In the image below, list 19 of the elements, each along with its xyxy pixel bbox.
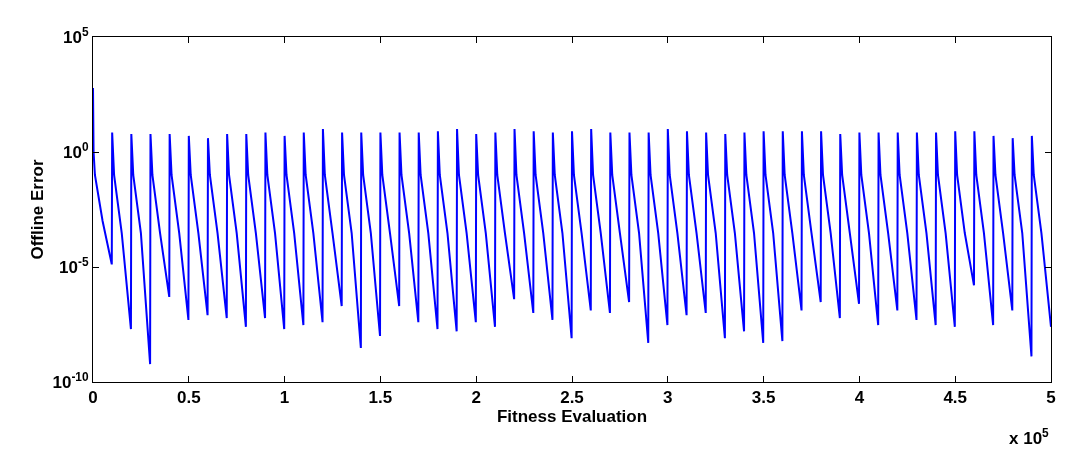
x-tick-label: 4 (854, 388, 865, 408)
y-tick-label: 10$^{0}$ (63, 139, 89, 162)
y-axis-title: Offline Error (28, 159, 48, 260)
x-tick-label: 3 (663, 388, 673, 408)
line-series (93, 87, 1051, 366)
text: x 10$^{5}$ (1009, 426, 1050, 449)
x-tick-label: 0.5 (176, 388, 201, 408)
x-tick-label: 2.5 (560, 388, 584, 408)
y-tick-label: 10$^{5}$ (63, 24, 89, 47)
x-tick-label: 4.5 (943, 388, 968, 408)
x-tick-label: 1 (279, 388, 290, 408)
x-tick-label: 5 (1046, 388, 1056, 408)
x-tick-label: 3.5 (751, 388, 776, 408)
x-tick-label: 2 (471, 388, 481, 408)
x-axis-title: Fitness Evaluation (496, 407, 648, 427)
x-tick-label: 0 (88, 388, 98, 408)
y-tick-label: 10$^{-10}$ (52, 369, 89, 392)
y-tick-label: 10$^{-5}$ (59, 254, 89, 277)
x-tick-label: 1.5 (368, 388, 393, 408)
